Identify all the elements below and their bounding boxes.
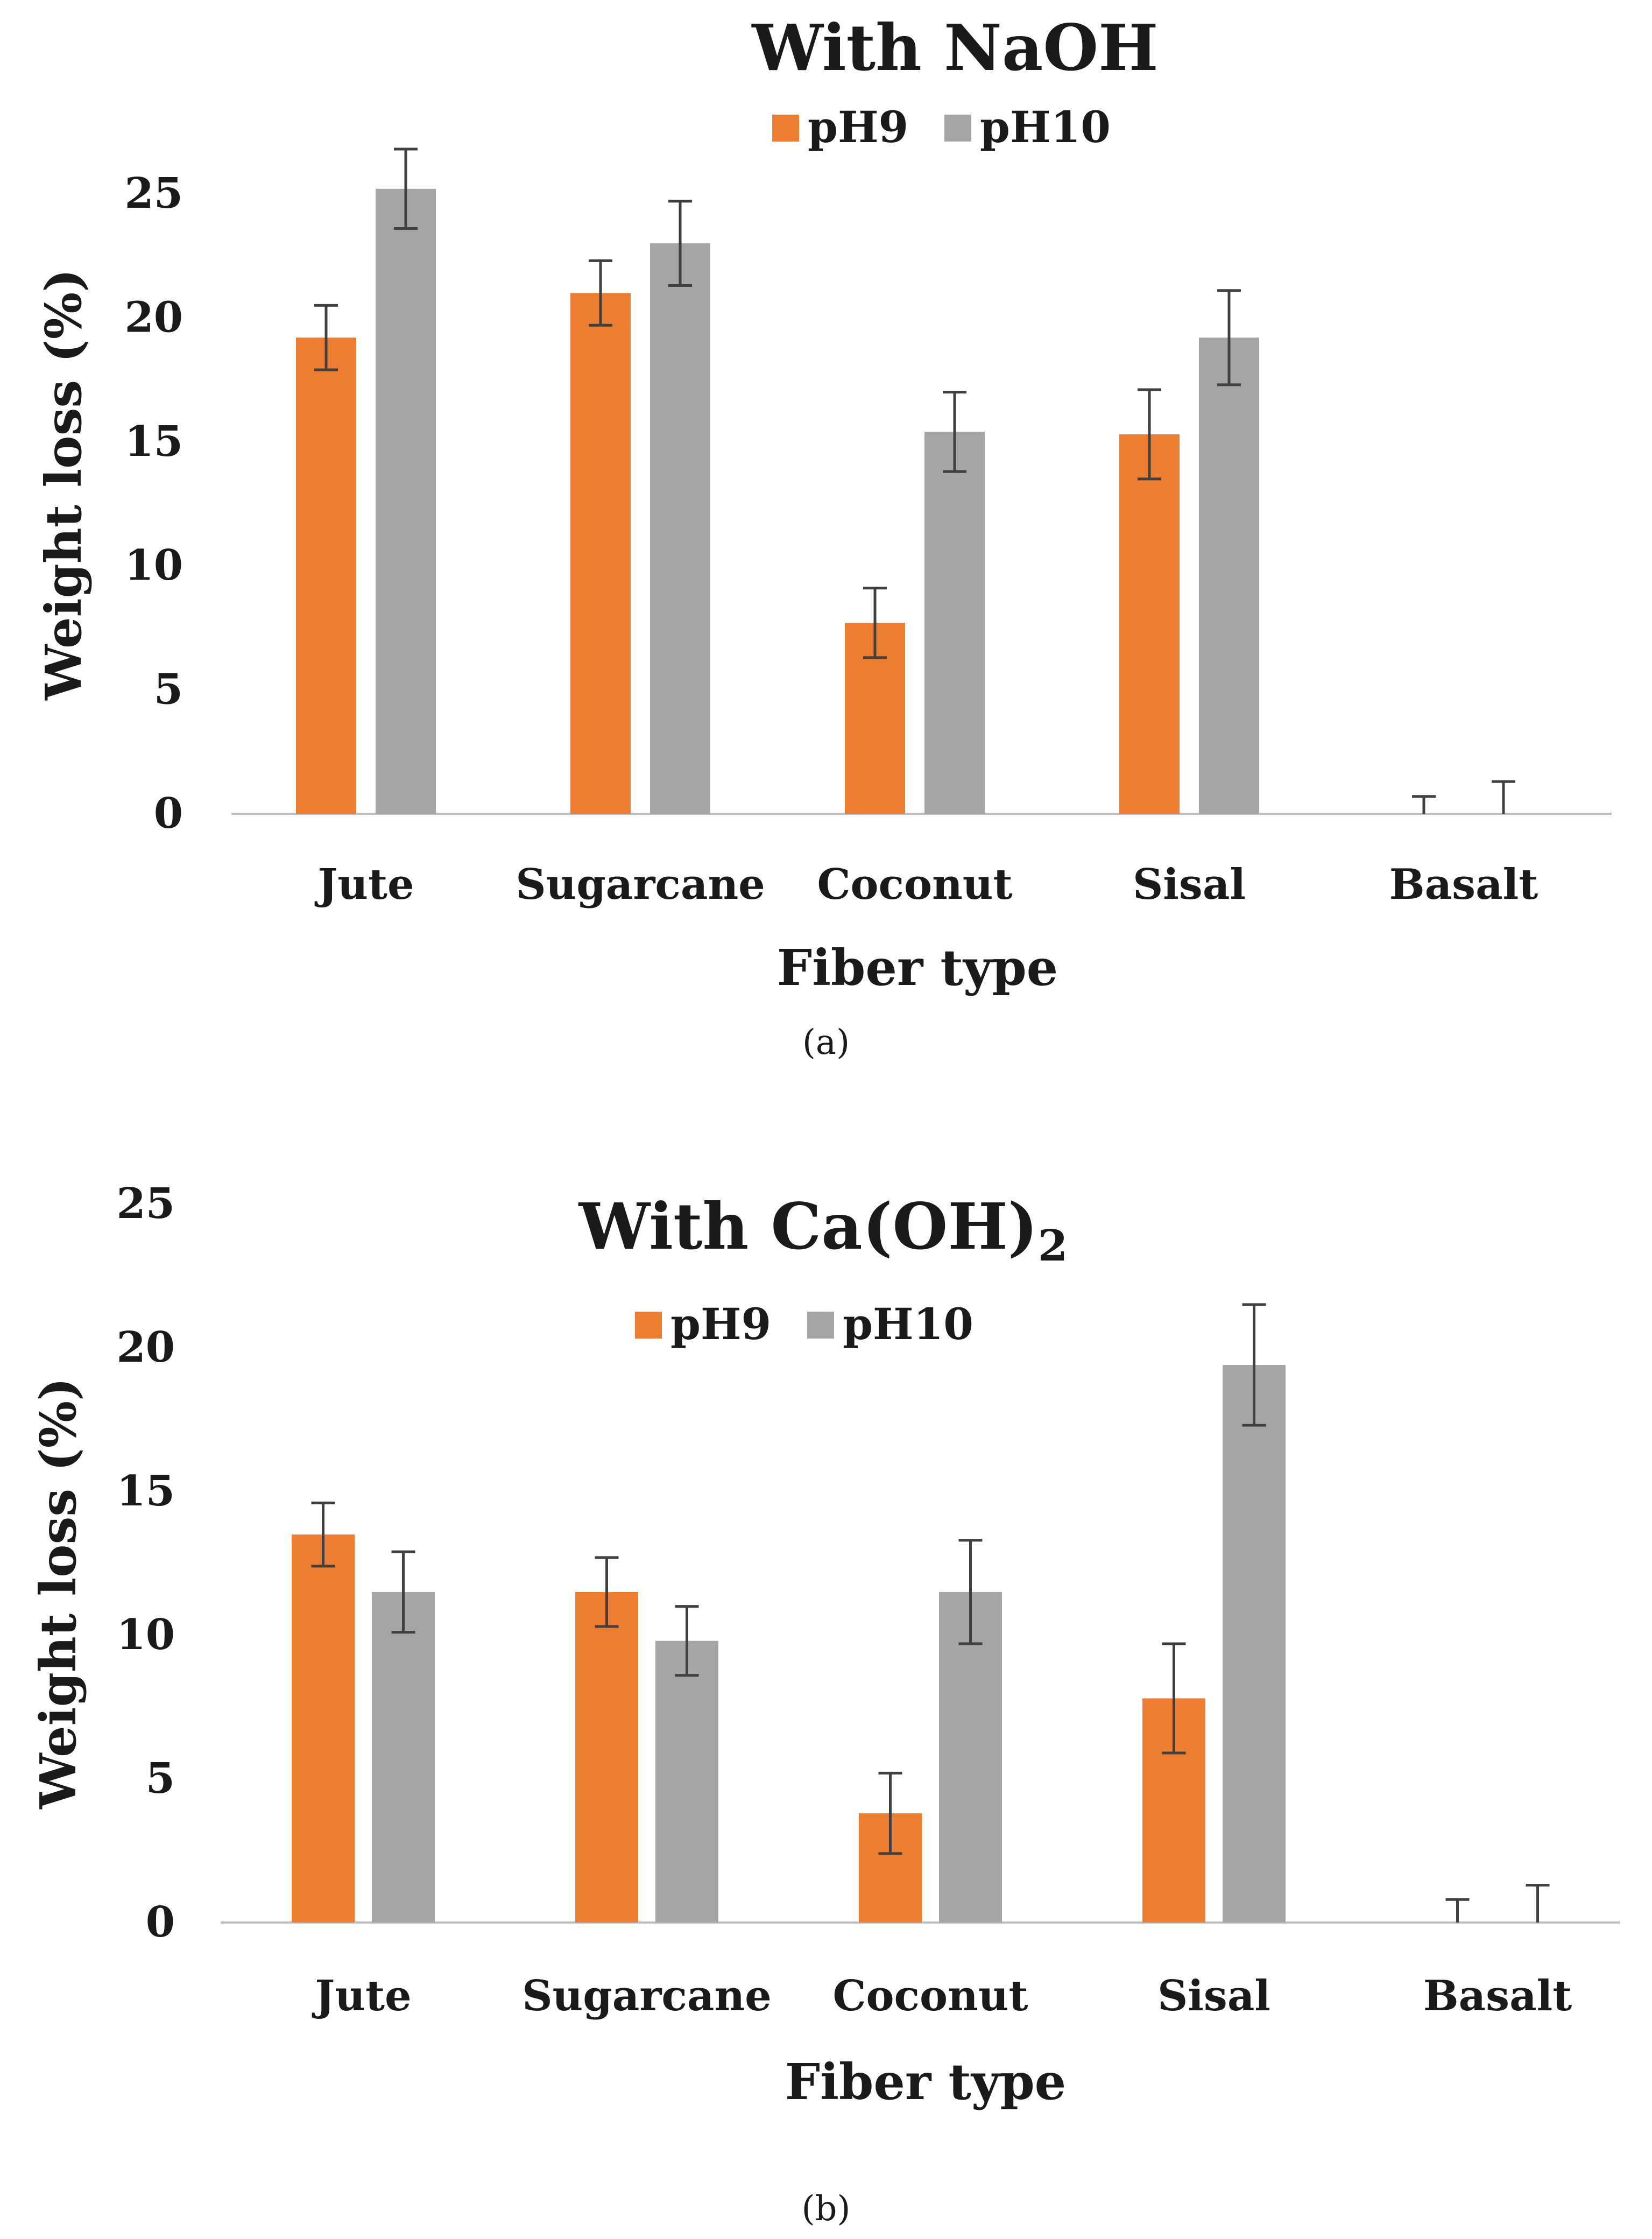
- y-tick-label: 5: [146, 1754, 175, 1803]
- legend: pH9 pH10: [635, 1299, 973, 1349]
- y-axis-label: Weight loss (%): [34, 269, 93, 700]
- y-tick-label: 5: [154, 665, 183, 714]
- bar: [372, 1592, 435, 1923]
- plot-area: 0 5 10 15 20 25 Jute Sugarcane Coconut Sisal Basal…: [124, 147, 1612, 909]
- bar: [296, 337, 356, 814]
- x-tick-label: Coconut: [817, 860, 1012, 909]
- x-tick-label: Jute: [312, 1972, 411, 2020]
- bar: [292, 1534, 355, 1923]
- y-tick-label: 15: [116, 1467, 175, 1516]
- legend-entry: pH9: [670, 1299, 771, 1349]
- legend-entry: pH10: [980, 102, 1111, 152]
- bar: [376, 188, 436, 814]
- x-tick-label: Sugarcane: [522, 1972, 772, 2020]
- panel-label: (b): [802, 2189, 851, 2229]
- legend-swatch: [635, 1312, 662, 1339]
- bar: [570, 293, 631, 814]
- x-tick-label: Basalt: [1389, 860, 1538, 909]
- bar: [655, 1640, 718, 1923]
- bar: [1223, 1365, 1286, 1923]
- y-tick-label: 10: [124, 541, 183, 590]
- x-tick-label: Sugarcane: [516, 860, 765, 909]
- y-axis-label: Weight loss (%): [29, 1377, 87, 1809]
- x-tick-label: Sisal: [1133, 860, 1246, 909]
- x-tick-label: Basalt: [1423, 1972, 1572, 2020]
- y-tick-label: 20: [116, 1323, 175, 1372]
- bar: [575, 1592, 638, 1923]
- bar: [1119, 434, 1180, 814]
- y-tick-label: 0: [154, 789, 183, 838]
- legend-entry: pH10: [843, 1299, 973, 1349]
- y-tick-label: 25: [124, 169, 183, 218]
- x-tick-label: Jute: [314, 860, 414, 909]
- x-tick-label: Coconut: [832, 1972, 1028, 2020]
- y-tick-label: 20: [124, 293, 183, 342]
- bar: [1199, 337, 1259, 814]
- x-tick-label: Sisal: [1157, 1972, 1270, 2020]
- chart-title: With Ca(OH)2: [578, 1189, 1068, 1271]
- chart-panel-naoh: With NaOH pH9 pH10 0 5 10 15 20 25 Jute Sugarcan…: [34, 10, 1612, 1062]
- panel-label: (a): [802, 1023, 850, 1062]
- chart-panel-caoh2: With Ca(OH)2 pH9 pH10 0 5 10 15 20 25 Jute Sugar…: [29, 1179, 1620, 2229]
- bar: [924, 432, 985, 814]
- legend-swatch: [944, 115, 971, 142]
- bar: [650, 243, 710, 814]
- legend-swatch: [772, 115, 799, 142]
- legend-swatch: [807, 1312, 834, 1339]
- y-tick-label: 15: [124, 417, 183, 466]
- y-tick-label: 0: [146, 1898, 175, 1947]
- y-tick-label: 25: [116, 1179, 175, 1228]
- x-axis-label: Fiber type: [785, 2053, 1066, 2111]
- bar: [939, 1592, 1002, 1923]
- plot-area: 0 5 10 15 20 25 Jute Sugarcane Coconut Sisal Basal…: [116, 1179, 1620, 2020]
- legend-entry: pH9: [808, 102, 908, 152]
- x-axis-label: Fiber type: [777, 939, 1058, 997]
- y-tick-label: 10: [116, 1610, 175, 1659]
- legend: pH9 pH10: [772, 102, 1111, 152]
- chart-title: With NaOH: [751, 10, 1158, 85]
